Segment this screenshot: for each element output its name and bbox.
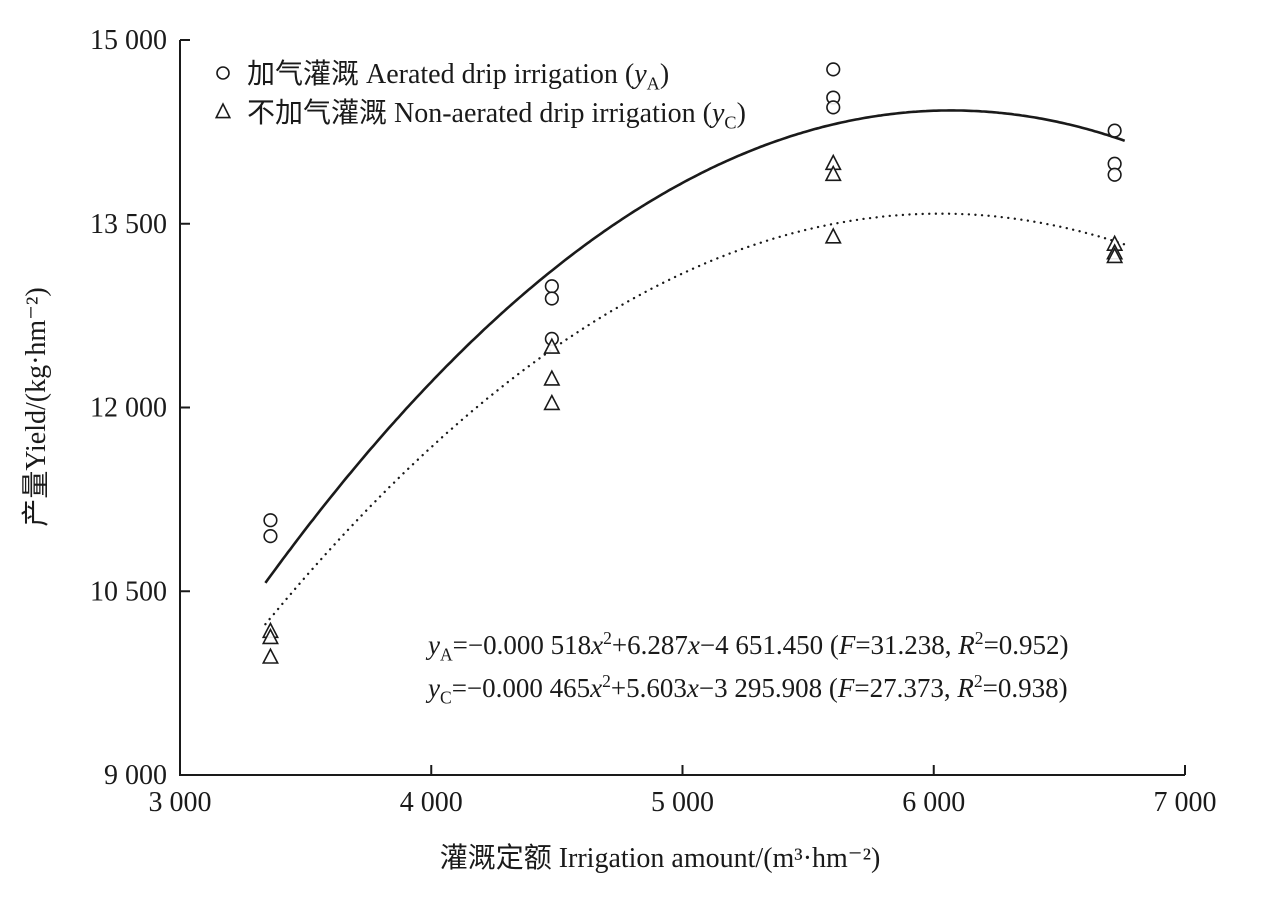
fit-equation-aerated: yA=−0.000 518x2+6.287x−4 651.450 (F=31.2… bbox=[428, 628, 1069, 665]
x-tick-label: 4 000 bbox=[400, 787, 463, 818]
y-tick-label: 10 500 bbox=[90, 576, 167, 607]
legend-item-non-aerated: 不加气灌溉 Non-aerated drip irrigation (yC) bbox=[212, 93, 746, 133]
scatter-point-aerated bbox=[826, 100, 841, 115]
scatter-point-non-aerated bbox=[543, 337, 561, 354]
scatter-point-aerated bbox=[1107, 167, 1122, 182]
scatter-point-aerated bbox=[263, 513, 278, 528]
legend-label-non-aerated: 不加气灌溉 Non-aerated drip irrigation (yC) bbox=[247, 98, 746, 133]
legend-label-aerated: 加气灌溉 Aerated drip irrigation (yA) bbox=[247, 59, 670, 94]
triangle-marker-icon bbox=[214, 102, 232, 119]
scatter-point-non-aerated bbox=[824, 164, 842, 182]
fit-curve-aerated bbox=[264, 109, 1126, 584]
y-tick-label: 12 000 bbox=[90, 393, 167, 424]
x-tick-label: 7 000 bbox=[1154, 787, 1217, 818]
scatter-point-aerated bbox=[544, 279, 559, 294]
fit-curve-non-aerated bbox=[264, 212, 1131, 626]
legend: 加气灌溉 Aerated drip irrigation (yA) 不加气灌溉 … bbox=[212, 54, 746, 133]
x-tick-label: 6 000 bbox=[902, 787, 965, 818]
scatter-point-aerated bbox=[544, 291, 559, 306]
y-axis-title: 产量Yield/(kg·hm⁻²) bbox=[21, 287, 52, 527]
scatter-point-non-aerated bbox=[261, 647, 279, 664]
scatter-point-aerated bbox=[1107, 123, 1122, 138]
scatter-point-non-aerated bbox=[261, 627, 279, 645]
scatter-point-non-aerated bbox=[824, 227, 842, 244]
fit-equation-non-aerated: yC=−0.000 465x2+5.603x−3 295.908 (F=27.3… bbox=[428, 671, 1068, 708]
circle-marker-icon bbox=[216, 66, 230, 80]
x-tick-label: 3 000 bbox=[149, 787, 212, 818]
y-tick-label: 13 500 bbox=[90, 209, 167, 240]
y-tick-label: 15 000 bbox=[90, 25, 167, 56]
fit-equations: yA=−0.000 518x2+6.287x−4 651.450 (F=31.2… bbox=[428, 628, 1069, 708]
legend-item-aerated: 加气灌溉 Aerated drip irrigation (yA) bbox=[212, 54, 746, 94]
x-axis-title: 灌溉定额 Irrigation amount/(m³·hm⁻²) bbox=[439, 843, 881, 874]
scatter-point-non-aerated bbox=[1106, 246, 1124, 264]
y-tick-label: 9 000 bbox=[104, 760, 167, 791]
scatter-point-aerated bbox=[826, 62, 841, 77]
scatter-point-aerated bbox=[263, 529, 278, 544]
scatter-point-non-aerated bbox=[543, 369, 561, 386]
x-tick-label: 5 000 bbox=[651, 787, 714, 818]
scatter-point-non-aerated bbox=[543, 393, 561, 411]
